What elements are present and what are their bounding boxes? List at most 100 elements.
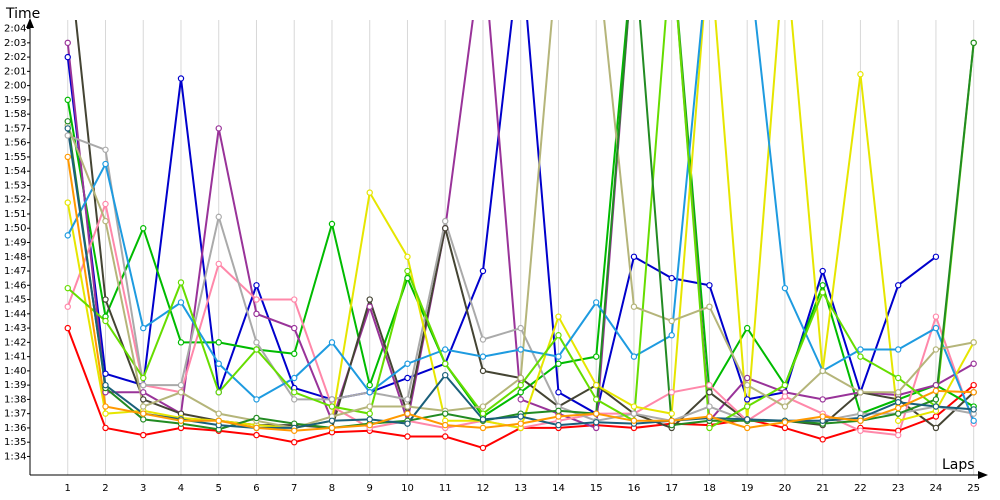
- point: [593, 353, 600, 360]
- point: [781, 393, 789, 400]
- point: [857, 353, 864, 360]
- point: [668, 417, 675, 424]
- y-tick-label: 1:37: [4, 409, 26, 420]
- point: [366, 296, 373, 303]
- point: [894, 417, 902, 424]
- point: [366, 403, 373, 410]
- point: [366, 410, 373, 417]
- point: [291, 389, 298, 396]
- point: [328, 417, 336, 424]
- y-axis-label: Time: [5, 6, 40, 22]
- x-tick-label: 18: [703, 483, 716, 494]
- point: [177, 299, 185, 306]
- point: [894, 282, 902, 289]
- point: [894, 431, 902, 439]
- point: [215, 389, 222, 396]
- point: [140, 374, 147, 382]
- y-tick-label: 1:52: [4, 195, 26, 206]
- y-tick-label: 2:00: [4, 81, 26, 92]
- point: [291, 296, 298, 303]
- y-tick-label: 1:41: [4, 352, 26, 363]
- point: [140, 410, 147, 417]
- point: [215, 125, 222, 132]
- point: [328, 403, 336, 410]
- point: [366, 421, 373, 429]
- point: [517, 396, 524, 403]
- point: [253, 282, 260, 289]
- y-tick-label: 1:40: [4, 366, 26, 377]
- point: [64, 96, 71, 104]
- point: [819, 282, 826, 289]
- x-axis-label: Laps: [942, 457, 975, 473]
- point: [102, 424, 109, 432]
- point: [215, 410, 222, 417]
- x-tick-label: 21: [816, 483, 829, 494]
- point: [630, 410, 638, 417]
- x-tick-label: 20: [779, 483, 792, 494]
- point: [253, 414, 260, 422]
- point: [253, 310, 260, 318]
- point: [668, 317, 675, 325]
- point: [743, 424, 751, 432]
- point: [366, 416, 373, 423]
- x-tick-label: 5: [216, 483, 222, 494]
- point: [932, 387, 940, 395]
- point: [517, 346, 524, 353]
- point: [102, 217, 109, 225]
- point: [706, 381, 713, 389]
- point: [102, 317, 109, 325]
- point: [140, 381, 147, 389]
- point: [253, 424, 260, 432]
- x-tick-label: 23: [892, 483, 905, 494]
- point: [555, 413, 562, 420]
- point: [970, 360, 977, 367]
- point: [593, 299, 600, 306]
- point: [743, 396, 751, 403]
- point: [177, 75, 185, 82]
- y-tick-label: 1:48: [4, 252, 26, 263]
- y-tick-label: 1:55: [4, 152, 26, 163]
- point: [970, 339, 977, 346]
- x-tick-label: 13: [514, 483, 527, 494]
- point: [819, 436, 826, 443]
- point: [743, 381, 751, 389]
- point: [668, 332, 675, 339]
- point: [404, 433, 411, 440]
- point: [932, 381, 940, 389]
- point: [253, 396, 260, 403]
- point: [64, 232, 71, 239]
- point: [479, 267, 487, 275]
- point: [404, 410, 411, 417]
- point: [366, 189, 373, 196]
- point: [64, 118, 71, 125]
- point: [819, 267, 826, 275]
- point: [970, 406, 977, 413]
- point: [668, 389, 675, 396]
- point: [517, 324, 524, 332]
- y-tick-label: 2:01: [4, 66, 26, 77]
- point: [743, 374, 751, 382]
- point: [140, 431, 147, 439]
- point: [593, 424, 600, 432]
- point: [894, 404, 902, 412]
- point: [630, 303, 638, 310]
- y-tick-label: 1:56: [4, 138, 26, 149]
- y-tick-label: 1:35: [4, 437, 26, 448]
- series-line: [66, 20, 937, 416]
- point: [593, 419, 600, 426]
- point: [555, 353, 562, 360]
- point: [781, 419, 789, 426]
- point: [479, 353, 487, 360]
- point: [932, 313, 940, 320]
- point: [668, 410, 675, 417]
- point: [442, 421, 449, 429]
- y-tick-label: 1:49: [4, 238, 26, 249]
- point: [743, 403, 751, 410]
- point: [894, 374, 902, 382]
- point: [593, 410, 600, 417]
- point: [781, 424, 789, 432]
- point: [932, 424, 940, 432]
- x-tick-label: 4: [178, 483, 184, 494]
- x-tick-label: 22: [854, 483, 867, 494]
- point: [102, 296, 109, 303]
